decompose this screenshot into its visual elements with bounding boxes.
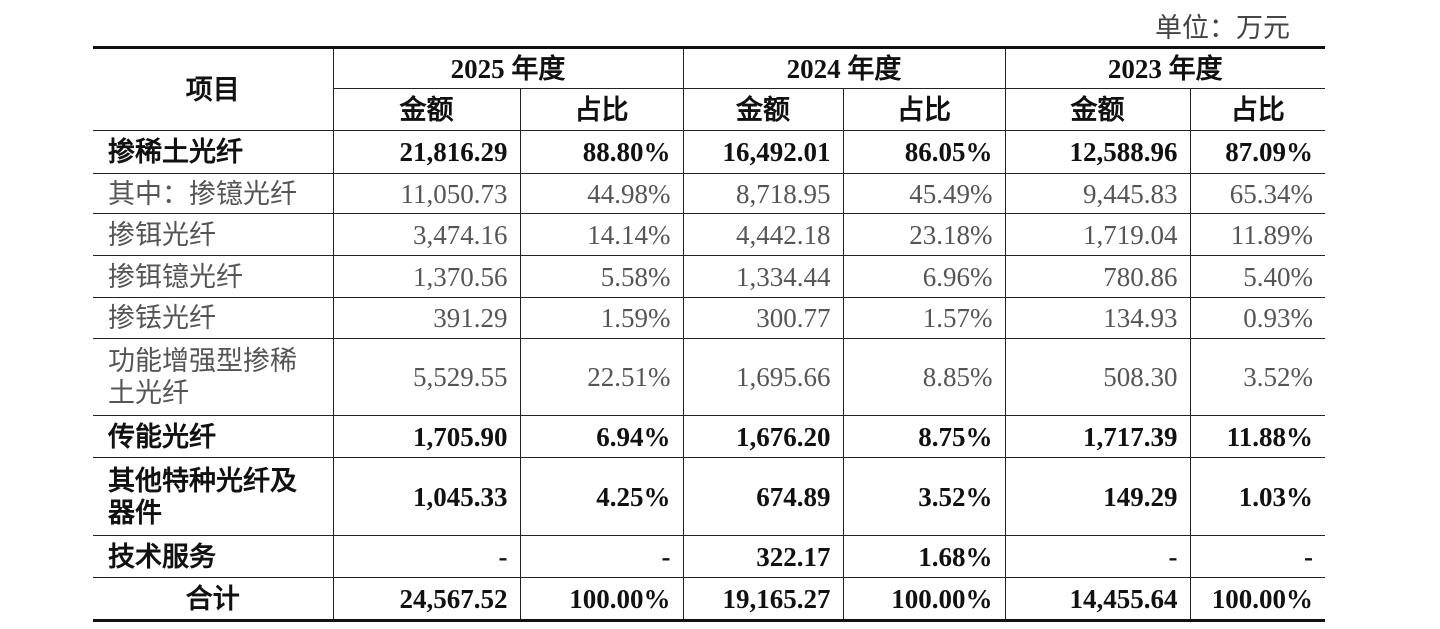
header-sub: 占比 bbox=[842, 88, 1006, 131]
cell: 149.29 bbox=[1004, 457, 1191, 536]
cell: 322.17 bbox=[682, 535, 844, 578]
cell: 6.94% bbox=[519, 415, 684, 458]
row-label: 其中：掺镱光纤 bbox=[93, 173, 334, 214]
cell: 100.00% bbox=[1189, 577, 1325, 622]
cell: 100.00% bbox=[519, 577, 684, 622]
table-row: 掺铥光纤 391.29 1.59% 300.77 1.57% 134.93 0.93% bbox=[93, 297, 1325, 339]
cell: 1,719.04 bbox=[1004, 213, 1191, 256]
header-row: 金额 占比 金额 占比 金额 占比 bbox=[93, 88, 1325, 131]
cell: 8.75% bbox=[842, 415, 1006, 458]
cell: 4,442.18 bbox=[682, 213, 844, 256]
row-label: 技术服务 bbox=[93, 535, 334, 578]
row-label: 掺铒光纤 bbox=[93, 213, 334, 256]
cell: 0.93% bbox=[1189, 297, 1325, 339]
cell: 3.52% bbox=[842, 457, 1006, 536]
cell: 4.25% bbox=[519, 457, 684, 536]
cell: 12,588.96 bbox=[1004, 130, 1191, 174]
header-year: 2024 年度 bbox=[682, 46, 1006, 89]
unit-label: 单位：万元 bbox=[1155, 13, 1290, 43]
table-row: 合计 24,567.52 100.00% 19,165.27 100.00% 14,455… bbox=[93, 577, 1325, 622]
header-sub: 金额 bbox=[333, 88, 521, 131]
cell: - bbox=[519, 535, 684, 578]
cell: 23.18% bbox=[842, 213, 1006, 256]
cell: 87.09% bbox=[1189, 130, 1325, 174]
cell: 6.96% bbox=[842, 255, 1006, 298]
cell: 1,676.20 bbox=[682, 415, 844, 458]
table-row: 掺稀土光纤 21,816.29 88.80% 16,492.01 86.05% 12,58… bbox=[93, 130, 1325, 174]
cell: 3.52% bbox=[1189, 338, 1325, 416]
table-header: 项目 2025 年度 2024 年度 2023 年度 金额 占比 金额 占比 金… bbox=[93, 46, 1325, 131]
cell: 16,492.01 bbox=[682, 130, 844, 174]
row-label: 其他特种光纤及器件 bbox=[93, 457, 334, 536]
cell: 11.89% bbox=[1189, 213, 1325, 256]
cell: 1,705.90 bbox=[332, 415, 521, 458]
cell: 1,370.56 bbox=[332, 255, 521, 298]
cell: 134.93 bbox=[1004, 297, 1191, 339]
cell: 14,455.64 bbox=[1004, 577, 1191, 622]
header-row: 项目 2025 年度 2024 年度 2023 年度 bbox=[93, 46, 1325, 131]
cell: 44.98% bbox=[519, 173, 684, 214]
cell: 8.85% bbox=[842, 338, 1006, 416]
cell: 21,816.29 bbox=[332, 130, 521, 174]
row-label: 传能光纤 bbox=[93, 415, 334, 458]
cell: 1.68% bbox=[842, 535, 1006, 578]
cell: 3,474.16 bbox=[332, 213, 521, 256]
header-sub: 占比 bbox=[1189, 88, 1325, 131]
table-row: 功能增强型掺稀土光纤 5,529.55 22.51% 1,695.66 8.85% 508… bbox=[93, 338, 1325, 416]
cell: 1.57% bbox=[842, 297, 1006, 339]
cell: 5.40% bbox=[1189, 255, 1325, 298]
row-label: 掺铒镱光纤 bbox=[93, 255, 334, 298]
header-sub: 金额 bbox=[682, 88, 844, 131]
header-year: 2023 年度 bbox=[1004, 46, 1325, 89]
cell: - bbox=[332, 535, 521, 578]
cell: 24,567.52 bbox=[332, 577, 521, 622]
cell: 45.49% bbox=[842, 173, 1006, 214]
cell: 100.00% bbox=[842, 577, 1006, 622]
cell: 14.14% bbox=[519, 213, 684, 256]
cell: 674.89 bbox=[682, 457, 844, 536]
cell: 1,045.33 bbox=[332, 457, 521, 536]
cell: 19,165.27 bbox=[682, 577, 844, 622]
row-label: 掺铥光纤 bbox=[93, 297, 334, 339]
cell: 1,334.44 bbox=[682, 255, 844, 298]
header-sub: 金额 bbox=[1004, 88, 1191, 131]
cell: 5.58% bbox=[519, 255, 684, 298]
row-label: 功能增强型掺稀土光纤 bbox=[93, 338, 334, 416]
table-row: 技术服务 - -322.17 1.68% - - bbox=[93, 535, 1325, 578]
table-row: 传能光纤 1,705.90 6.94% 1,676.20 8.75% 1,717.39 11… bbox=[93, 415, 1325, 458]
header-year: 2025 年度 bbox=[332, 46, 684, 89]
row-label: 合计 bbox=[93, 577, 334, 622]
cell: 86.05% bbox=[842, 130, 1006, 174]
header-item: 项目 bbox=[93, 46, 334, 131]
cell: 22.51% bbox=[519, 338, 684, 416]
cell: 1,695.66 bbox=[682, 338, 844, 416]
cell: 65.34% bbox=[1189, 173, 1325, 214]
cell: 780.86 bbox=[1004, 255, 1191, 298]
cell: 1.59% bbox=[519, 297, 684, 339]
row-label: 掺稀土光纤 bbox=[93, 130, 334, 174]
cell: 1,717.39 bbox=[1004, 415, 1191, 458]
cell: 11,050.73 bbox=[332, 173, 521, 214]
table-row: 其他特种光纤及器件 1,045.33 4.25% 674.89 3.52% 149.29 1… bbox=[93, 457, 1325, 536]
cell: 8,718.95 bbox=[682, 173, 844, 214]
cell: 9,445.83 bbox=[1004, 173, 1191, 214]
cell: 5,529.55 bbox=[332, 338, 521, 416]
header-sub: 占比 bbox=[519, 88, 684, 131]
table-row: 其中：掺镱光纤 11,050.73 44.98% 8,718.95 45.49% 9,44… bbox=[93, 173, 1325, 214]
cell: 1.03% bbox=[1189, 457, 1325, 536]
cell: - bbox=[1189, 535, 1325, 578]
cell: - bbox=[1004, 535, 1191, 578]
cell: 11.88% bbox=[1189, 415, 1325, 458]
table-body: 掺稀土光纤 21,816.29 88.80% 16,492.01 86.05% 12,58… bbox=[93, 130, 1325, 622]
cell: 391.29 bbox=[332, 297, 521, 339]
revenue-table: 项目 2025 年度 2024 年度 2023 年度 金额 占比 金额 占比 金… bbox=[93, 46, 1325, 622]
table-row: 掺铒镱光纤 1,370.56 5.58% 1,334.44 6.96% 780.86 5.4… bbox=[93, 255, 1325, 298]
cell: 88.80% bbox=[519, 130, 684, 174]
cell: 508.30 bbox=[1004, 338, 1191, 416]
cell: 300.77 bbox=[682, 297, 844, 339]
table-row: 掺铒光纤 3,474.16 14.14% 4,442.18 23.18% 1,719.04… bbox=[93, 213, 1325, 256]
